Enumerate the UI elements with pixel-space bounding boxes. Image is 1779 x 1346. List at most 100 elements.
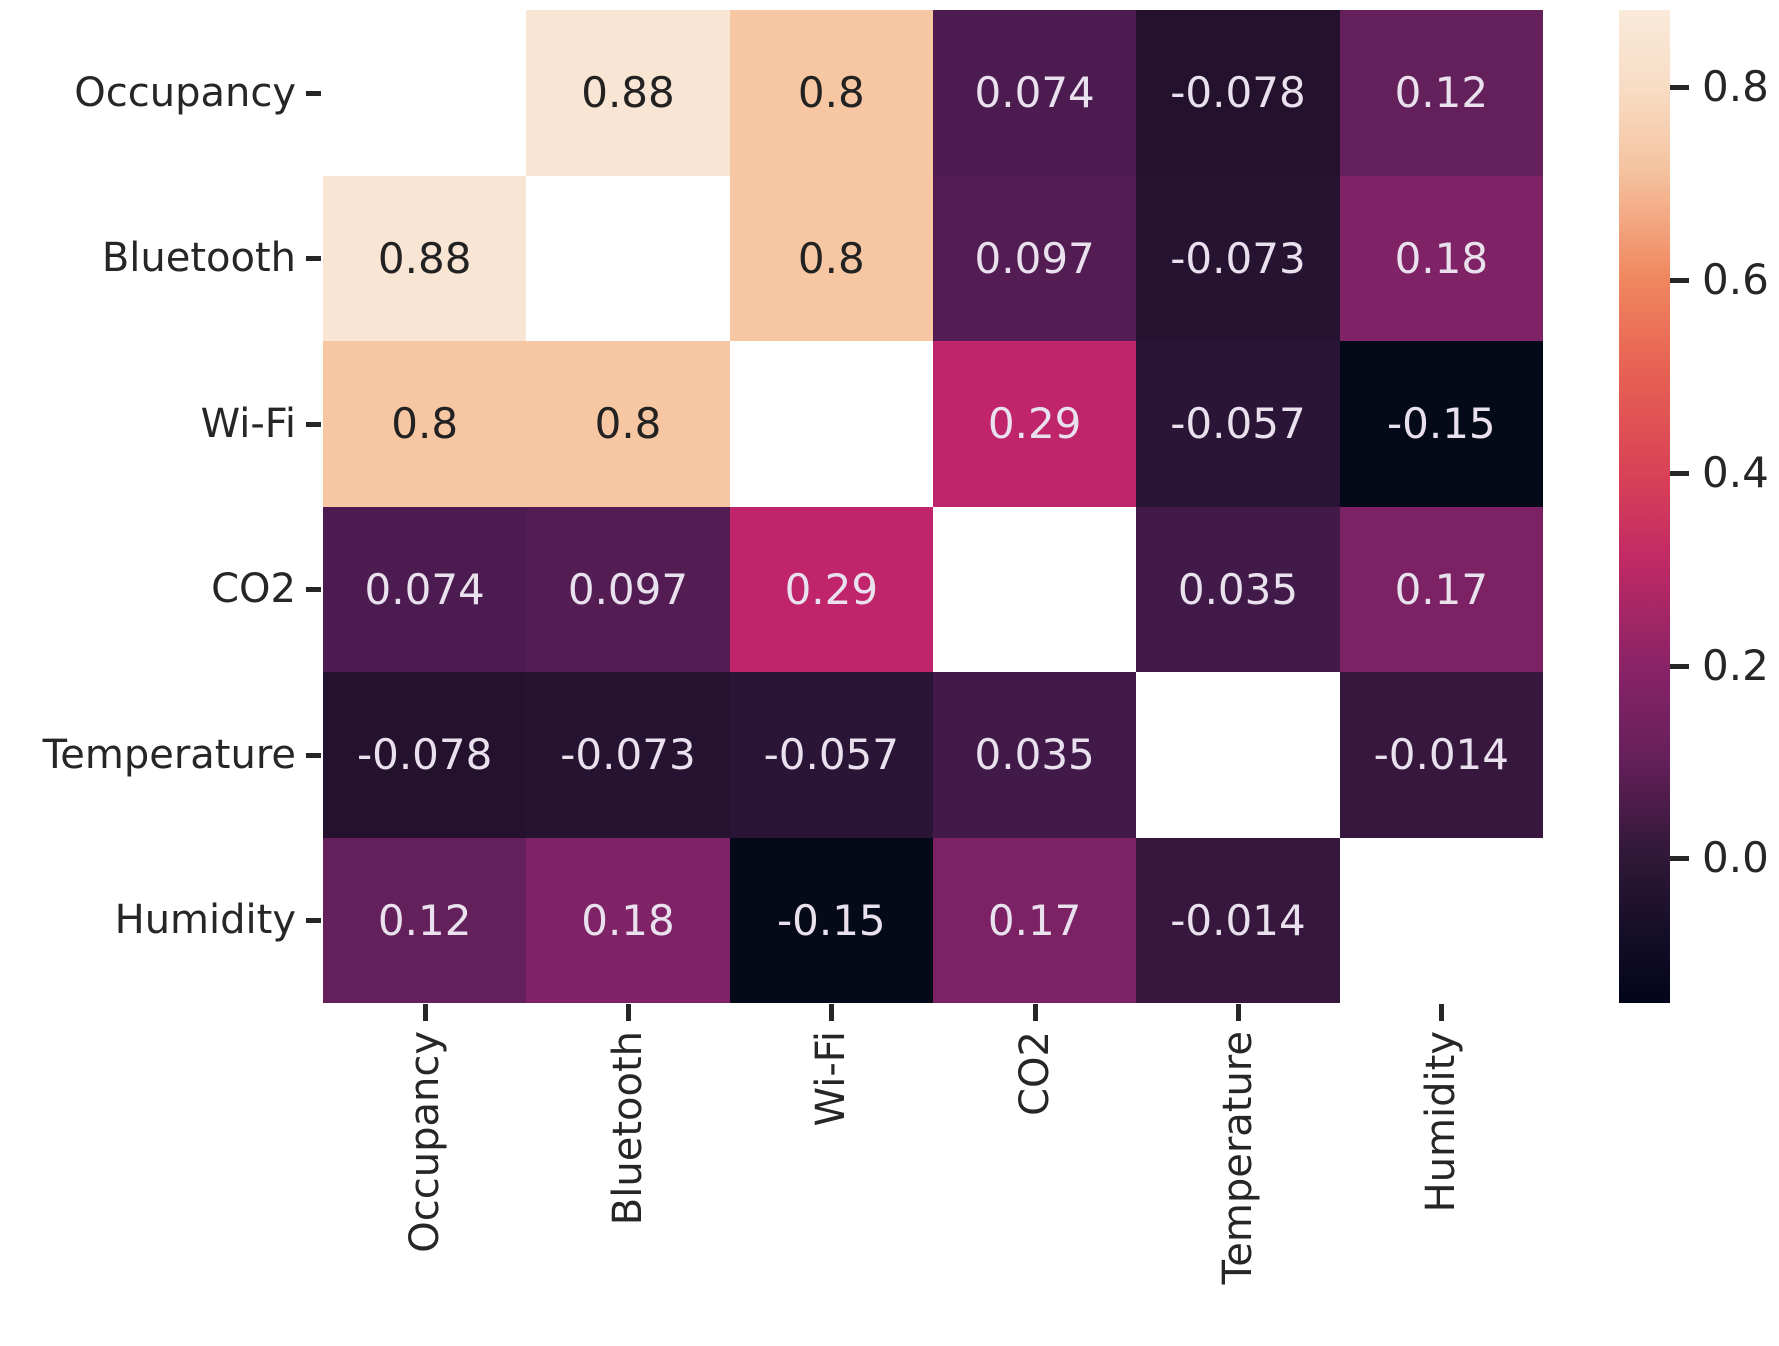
x-tick-mark	[1032, 1004, 1038, 1021]
heatmap-cell-Occupancy-Temperature: -0.078	[1136, 10, 1340, 176]
cell-value: 0.88	[581, 68, 675, 118]
cell-value: -0.014	[1170, 895, 1306, 945]
heatmap-cell-CO2-Occupancy: 0.074	[323, 506, 527, 672]
colorbar-tick-label-0.6: 0.6	[1702, 254, 1769, 304]
x-tick-label-Temperature: Temperature	[1215, 1031, 1261, 1285]
heatmap-cell-Wi-Fi-Temperature: -0.057	[1136, 341, 1340, 507]
heatmap-cell-Wi-Fi-Humidity: -0.15	[1339, 341, 1543, 507]
heatmap-cell-Temperature-Bluetooth: -0.073	[526, 672, 730, 838]
x-tick-label-Occupancy: Occupancy	[401, 1031, 448, 1253]
y-tick-label-Temperature: Temperature	[42, 731, 296, 778]
x-tick-mark	[626, 1004, 631, 1021]
y-tick-mark	[306, 752, 321, 758]
cell-value: -0.057	[763, 730, 900, 780]
heatmap-cell-Bluetooth-Occupancy: 0.88	[323, 175, 527, 341]
cell-value: 0.035	[1177, 564, 1299, 614]
heatmap-cell-CO2-Humidity: 0.17	[1339, 506, 1543, 672]
cell-value: -0.073	[1170, 233, 1306, 283]
cell-value: 0.12	[1394, 68, 1489, 118]
cell-value: -0.057	[1170, 399, 1306, 449]
y-tick-label-Bluetooth: Bluetooth	[101, 235, 296, 282]
y-tick-mark	[306, 587, 321, 593]
cell-value: 0.074	[364, 564, 485, 614]
heatmap-grid: 0.88 0.8 0.074 -0.078 0.12 0.88 0.8 0.097 -0.073…	[323, 10, 1543, 1003]
cell-value: 0.8	[797, 68, 865, 118]
y-tick-label-Wi-Fi: Wi-Fi	[200, 400, 296, 447]
heatmap-cell-Occupancy-Humidity: 0.12	[1339, 10, 1543, 176]
cell-value: 0.074	[974, 68, 1095, 118]
x-tick-label-Bluetooth: Bluetooth	[605, 1031, 651, 1226]
cell-value: 0.17	[1394, 564, 1489, 614]
colorbar-tick-label-0.8: 0.8	[1702, 62, 1769, 112]
heatmap-cell-Humidity-Wi-Fi: -0.15	[729, 837, 933, 1003]
heatmap-cell-Humidity-Humidity	[1339, 837, 1543, 1003]
cell-value: -0.15	[1386, 399, 1496, 449]
colorbar	[1619, 10, 1670, 1003]
cell-value: 0.097	[567, 564, 689, 614]
heatmap-cell-Temperature-Humidity: -0.014	[1339, 672, 1543, 838]
cell-value: -0.078	[1170, 68, 1306, 118]
y-tick-label-CO2: CO2	[211, 566, 296, 613]
x-tick-label-Humidity: Humidity	[1418, 1031, 1465, 1213]
heatmap-cell-CO2-Wi-Fi: 0.29	[729, 506, 933, 672]
cell-value: 0.8	[594, 399, 662, 449]
cell-value: -0.078	[356, 730, 493, 780]
colorbar-tick-mark	[1670, 470, 1689, 476]
heatmap-cell-Wi-Fi-Occupancy: 0.8	[323, 341, 527, 507]
y-tick-mark	[306, 918, 321, 924]
y-tick-mark	[306, 421, 321, 427]
cell-value: 0.18	[581, 895, 675, 945]
colorbar-tick-mark	[1670, 277, 1689, 283]
cell-value: -0.15	[776, 895, 886, 945]
x-tick-mark	[829, 1004, 835, 1021]
heatmap-cell-Occupancy-Wi-Fi: 0.8	[729, 10, 933, 176]
cell-value: -0.073	[560, 730, 696, 780]
heatmap-cell-CO2-CO2	[932, 506, 1137, 672]
heatmap-cell-Temperature-CO2: 0.035	[932, 672, 1137, 838]
heatmap-cell-Bluetooth-Wi-Fi: 0.8	[729, 175, 933, 341]
cell-value: 0.88	[377, 233, 472, 283]
heatmap-cell-Occupancy-Bluetooth: 0.88	[526, 10, 730, 176]
heatmap-cell-Humidity-CO2: 0.17	[932, 837, 1137, 1003]
x-tick-label-CO2: CO2	[1011, 1031, 1058, 1116]
heatmap-cell-Occupancy-Occupancy	[323, 10, 527, 176]
colorbar-tick-mark	[1670, 85, 1689, 91]
cell-value: -0.014	[1373, 730, 1510, 780]
heatmap-cell-Wi-Fi-Wi-Fi	[729, 341, 933, 507]
x-tick-label-Wi-Fi: Wi-Fi	[808, 1031, 855, 1127]
heatmap-cell-Temperature-Occupancy: -0.078	[323, 672, 527, 838]
heatmap-cell-CO2-Temperature: 0.035	[1136, 506, 1340, 672]
colorbar-tick-label-0.0: 0.0	[1702, 833, 1769, 883]
heatmap-cell-Bluetooth-Temperature: -0.073	[1136, 175, 1340, 341]
heatmap-cell-Bluetooth-Humidity: 0.18	[1339, 175, 1543, 341]
colorbar-tick-mark	[1670, 663, 1689, 669]
heatmap-cell-Humidity-Bluetooth: 0.18	[526, 837, 730, 1003]
colorbar-tick-label-0.2: 0.2	[1702, 640, 1769, 690]
cell-value: 0.17	[987, 895, 1082, 945]
cell-value: 0.8	[797, 233, 865, 283]
cell-value: 0.12	[377, 895, 472, 945]
heatmap-cell-Humidity-Temperature: -0.014	[1136, 837, 1340, 1003]
cell-value: 0.29	[784, 564, 879, 614]
cell-value: 0.8	[391, 399, 459, 449]
heatmap-cell-Wi-Fi-CO2: 0.29	[932, 341, 1137, 507]
heatmap-cell-CO2-Bluetooth: 0.097	[526, 506, 730, 672]
colorbar-tick-mark	[1670, 856, 1689, 862]
heatmap-cell-Bluetooth-Bluetooth	[526, 175, 730, 341]
heatmap-cell-Temperature-Temperature	[1136, 672, 1340, 838]
y-tick-mark	[306, 90, 321, 96]
heatmap-cell-Temperature-Wi-Fi: -0.057	[729, 672, 933, 838]
y-tick-mark	[306, 256, 321, 262]
cell-value: 0.097	[974, 233, 1095, 283]
colorbar-tick-label-0.4: 0.4	[1702, 447, 1769, 497]
x-tick-mark	[1439, 1004, 1445, 1021]
y-tick-label-Occupancy: Occupancy	[74, 69, 296, 116]
heatmap-cell-Occupancy-CO2: 0.074	[932, 10, 1137, 176]
x-tick-mark	[1236, 1004, 1241, 1021]
cell-value: 0.18	[1394, 233, 1489, 283]
heatmap-cell-Humidity-Occupancy: 0.12	[323, 837, 527, 1003]
cell-value: 0.29	[987, 399, 1082, 449]
x-tick-mark	[422, 1004, 428, 1021]
heatmap-cell-Bluetooth-CO2: 0.097	[932, 175, 1137, 341]
